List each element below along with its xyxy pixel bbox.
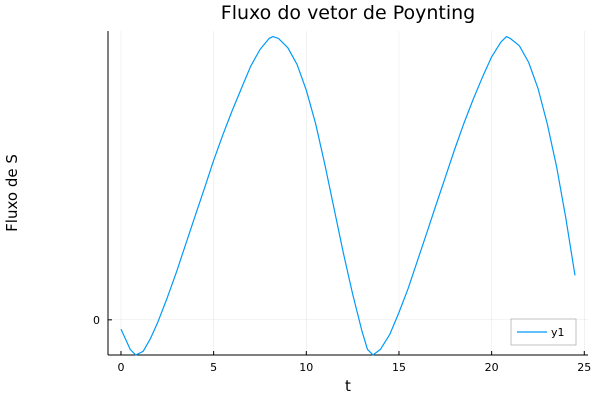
tick-label-x: 25 xyxy=(577,361,591,374)
series-layer xyxy=(120,35,576,356)
grid xyxy=(108,31,588,355)
tick-label-x: 0 xyxy=(117,361,124,374)
tick-label-x: 5 xyxy=(210,361,217,374)
tick-labels: 0 5 10 15 20 25 0 xyxy=(93,314,591,374)
x-axis-label: t xyxy=(345,377,351,395)
chart-title: Fluxo do vetor de Poynting xyxy=(221,2,475,24)
tick-label-x: 15 xyxy=(392,361,406,374)
tick-label-x: 20 xyxy=(485,361,499,374)
series-line-y1 xyxy=(120,35,576,356)
tick-label-y: 0 xyxy=(93,314,100,327)
legend-label: y1 xyxy=(551,326,565,339)
legend: y1 xyxy=(510,318,577,346)
y-axis-label: Fluxo de S xyxy=(3,154,21,232)
axes xyxy=(107,31,588,356)
tick-label-x: 10 xyxy=(299,361,313,374)
